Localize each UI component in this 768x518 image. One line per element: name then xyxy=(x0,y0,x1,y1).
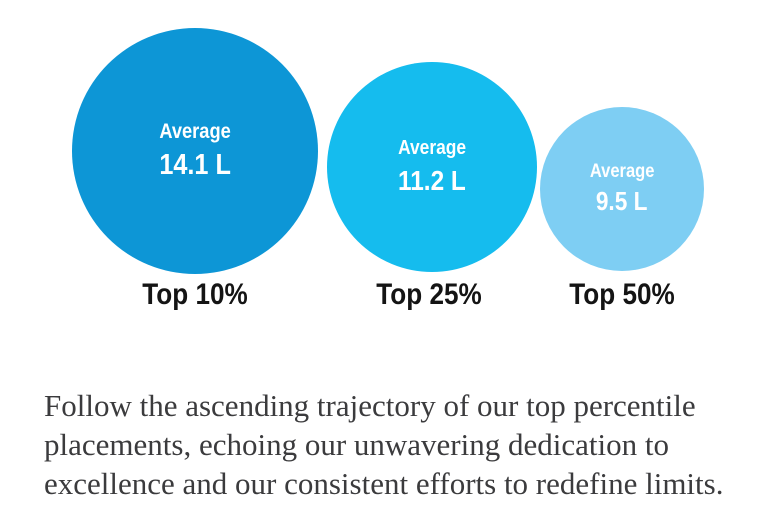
category-label-text: Top 10% xyxy=(142,278,248,311)
bubble-top-10: Average 14.1 L xyxy=(72,28,318,274)
average-value-text: 11.2 L xyxy=(398,164,466,196)
average-label: Average xyxy=(393,137,471,160)
bubble-top-50-text: Average 9.5 L xyxy=(585,161,659,217)
caption-line-3: excellence and our consistent efforts to… xyxy=(44,466,724,501)
average-value: 11.2 L xyxy=(393,165,471,197)
bubble-top-25: Average 11.2 L xyxy=(327,62,537,272)
category-label-text: Top 50% xyxy=(569,278,675,311)
average-label: Average xyxy=(585,161,659,183)
average-label-text: Average xyxy=(589,161,655,183)
bubble-top-50: Average 9.5 L xyxy=(540,107,704,271)
bubble-top-10-text: Average 14.1 L xyxy=(154,120,236,182)
average-value-text: 14.1 L xyxy=(159,148,231,181)
caption-line-2: placements, echoing our unwavering dedic… xyxy=(44,427,669,462)
average-label-text: Average xyxy=(397,136,467,159)
caption-line-1: Follow the ascending trajectory of our t… xyxy=(44,388,696,423)
bubble-top-25-text: Average 11.2 L xyxy=(393,137,471,197)
average-value-text: 9.5 L xyxy=(596,185,648,216)
average-value: 9.5 L xyxy=(585,185,659,217)
caption: Follow the ascending trajectory of our t… xyxy=(44,386,723,503)
category-label-text: Top 25% xyxy=(376,278,482,311)
category-label-top-50: Top 50% xyxy=(561,280,682,310)
average-label: Average xyxy=(154,120,236,144)
average-label-text: Average xyxy=(159,119,231,143)
average-value: 14.1 L xyxy=(154,149,236,182)
category-label-top-10: Top 10% xyxy=(134,280,255,310)
category-label-top-25: Top 25% xyxy=(368,280,489,310)
